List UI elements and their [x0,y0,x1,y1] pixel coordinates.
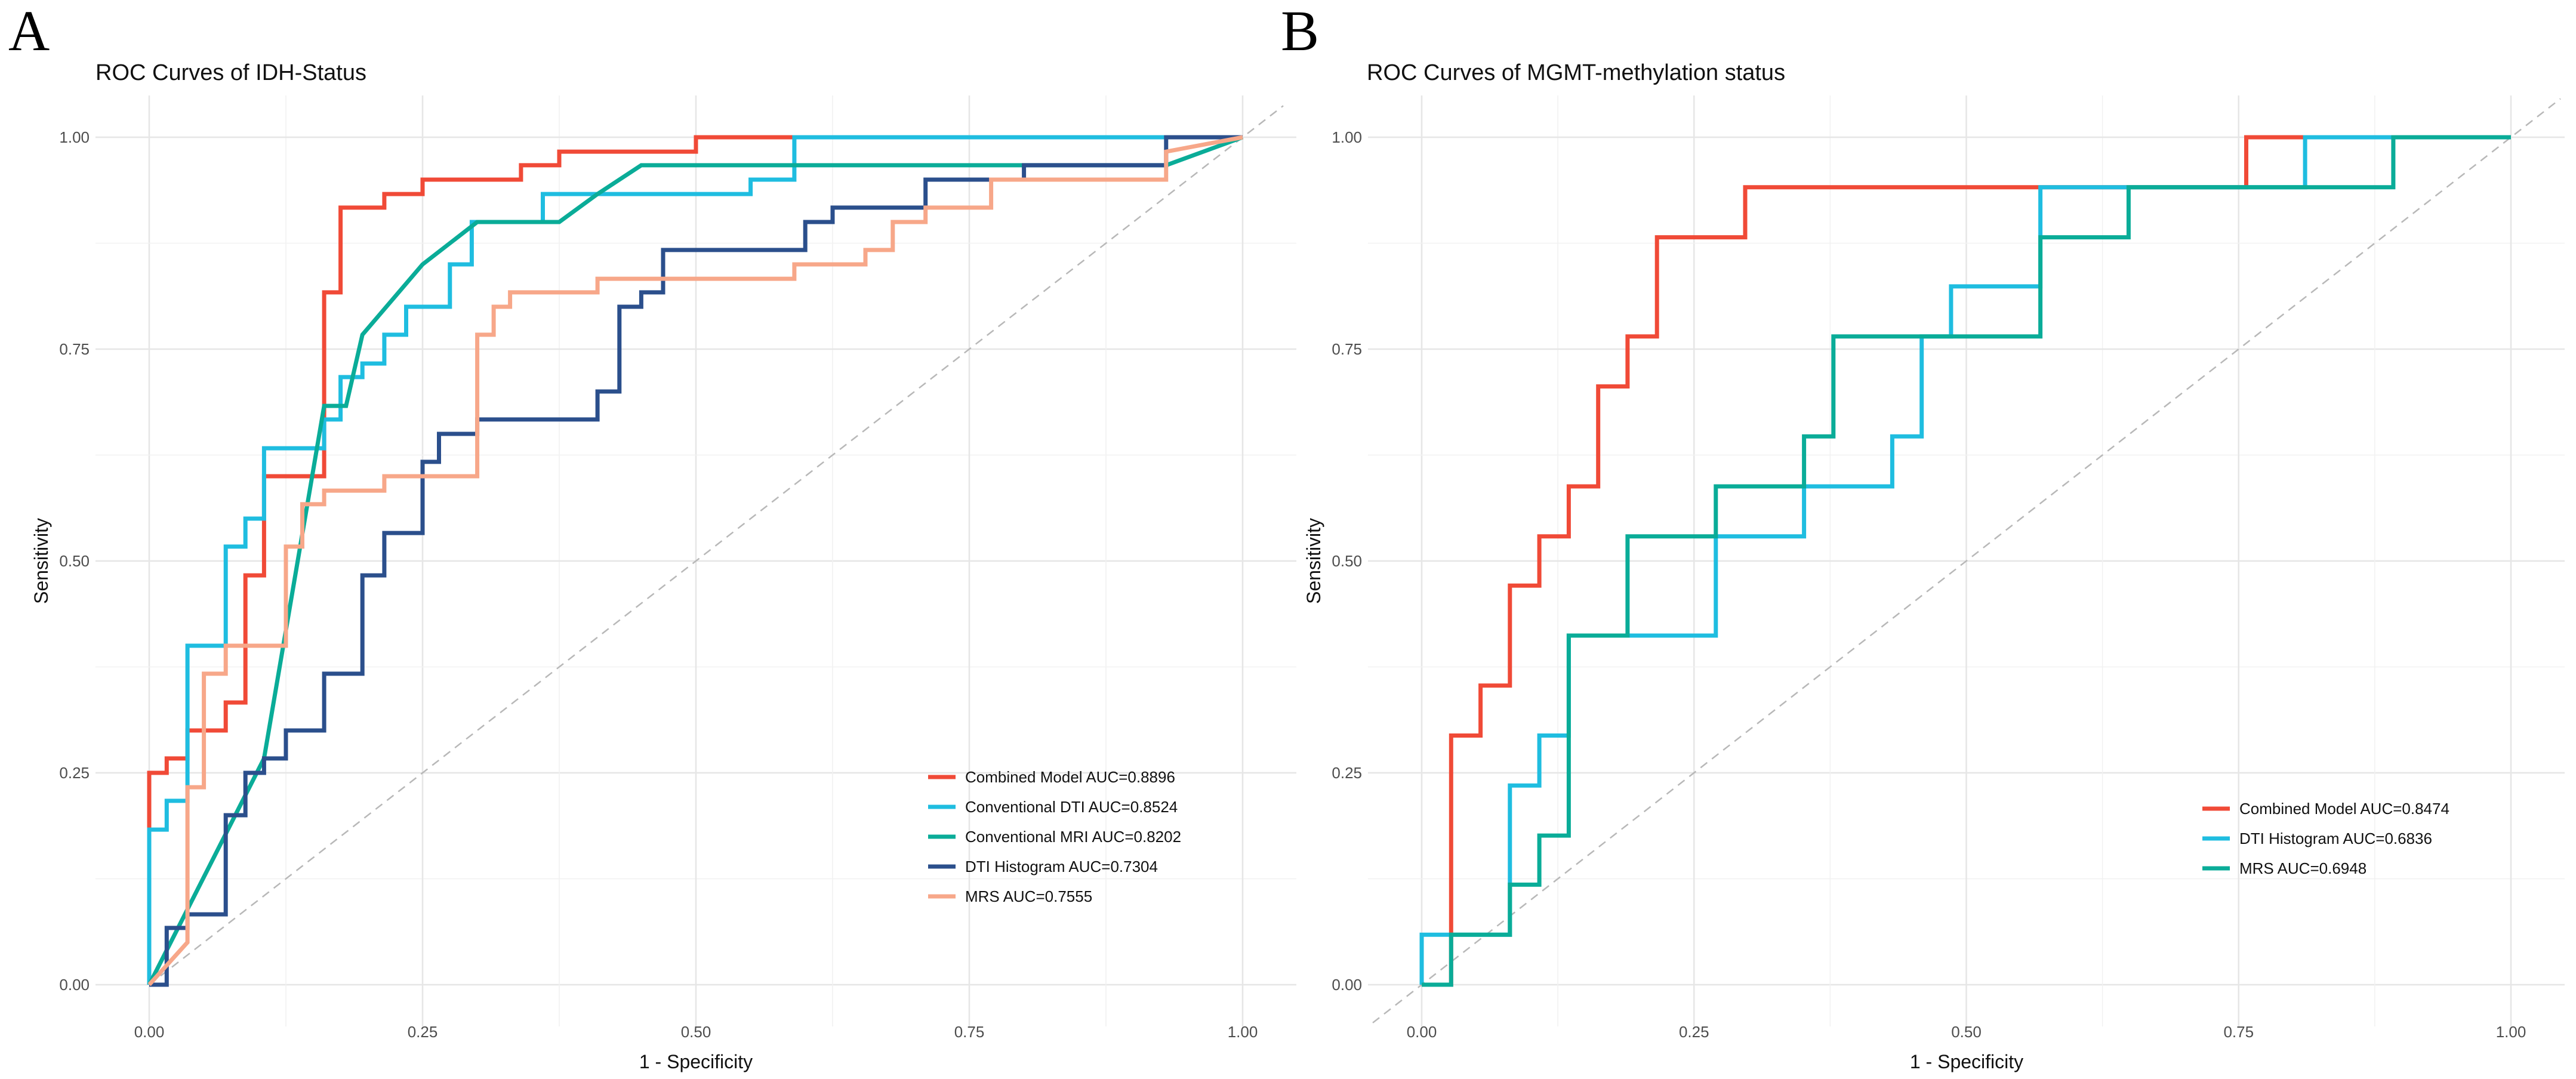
x-tick-label: 1.00 [2496,1023,2526,1041]
legend-label-dti-histogram: DTI Histogram AUC=0.6836 [2239,830,2432,847]
x-tick-label: 0.25 [1679,1023,1709,1041]
y-tick-label: 1.00 [1332,128,1362,146]
x-tick-label: 0.00 [134,1023,165,1041]
ticks-a: 0.00 0.25 0.50 0.75 1.00 0.00 0.25 0.50 0.75 1.00 [59,128,1258,1041]
y-tick-label: 0.25 [59,764,90,782]
chart-title-b: ROC Curves of MGMT-methylation status [1367,60,1785,85]
y-axis-label-b: Sensitivity [1303,518,1324,604]
panel-b: B ROC Curves of MGMT-methylation status … [1281,0,2565,1072]
x-tick-label: 0.00 [1407,1023,1437,1041]
legend-label-conventional-dti: Conventional DTI AUC=0.8524 [965,798,1178,816]
y-axis-label-a: Sensitivity [30,518,52,604]
panel-letter-a: A [8,0,50,63]
panel-letter-b: B [1281,0,1319,63]
roc-curve-combined-model-b [1422,135,2511,987]
legend-label-mrs: MRS AUC=0.6948 [2239,859,2367,877]
y-tick-label: 0.00 [59,976,90,994]
legend-a: Combined Model AUC=0.8896 Conventional DT… [928,768,1181,905]
x-tick-label: 0.50 [1951,1023,1982,1041]
legend-b: Combined Model AUC=0.8474 DTI Histogram A… [2202,800,2449,877]
x-tick-label: 0.75 [2223,1023,2254,1041]
roc-curve-mrs-a [147,135,1243,986]
x-axis-label-a: 1 - Specificity [639,1051,753,1072]
legend-label-mrs: MRS AUC=0.7555 [965,887,1092,905]
legend-label-dti-histogram: DTI Histogram AUC=0.7304 [965,858,1158,875]
x-axis-label-b: 1 - Specificity [1910,1051,2023,1072]
roc-curve-dti-histogram-a [149,135,1243,987]
diagonal-reference-line-b [1372,98,2561,1023]
y-tick-label: 0.75 [59,340,90,358]
y-tick-label: 0.75 [1332,340,1362,358]
roc-curve-mrs-b [1422,135,2511,987]
roc-curve-conventional-dti-a [147,135,1243,985]
x-tick-label: 1.00 [1228,1023,1258,1041]
y-tick-label: 0.25 [1332,764,1362,782]
panel-a: A ROC Curves of IDH-Status 0.00 0.25 0.50 0… [8,0,1296,1072]
chart-title-a: ROC Curves of IDH-Status [95,60,366,85]
legend-label-conventional-mri: Conventional MRI AUC=0.8202 [965,828,1181,846]
legend-label-combined-model: Combined Model AUC=0.8896 [965,768,1175,786]
diagonal-reference-line-a [149,105,1284,985]
y-tick-label: 0.50 [1332,552,1362,570]
series-group-b [1419,135,2511,987]
y-tick-label: 0.00 [1332,976,1362,994]
roc-curve-conventional-mri-a [147,135,1244,986]
ticks-b: 0.00 0.25 0.50 0.75 1.00 0.00 0.25 0.50 0.75 1.00 [1332,128,2526,1041]
series-group-a [147,135,1244,987]
y-tick-label: 1.00 [59,128,90,146]
legend-label-combined-model: Combined Model AUC=0.8474 [2239,800,2449,818]
x-tick-label: 0.50 [681,1023,711,1041]
x-tick-label: 0.25 [408,1023,438,1041]
y-tick-label: 0.50 [59,552,90,570]
x-tick-label: 0.75 [954,1023,985,1041]
